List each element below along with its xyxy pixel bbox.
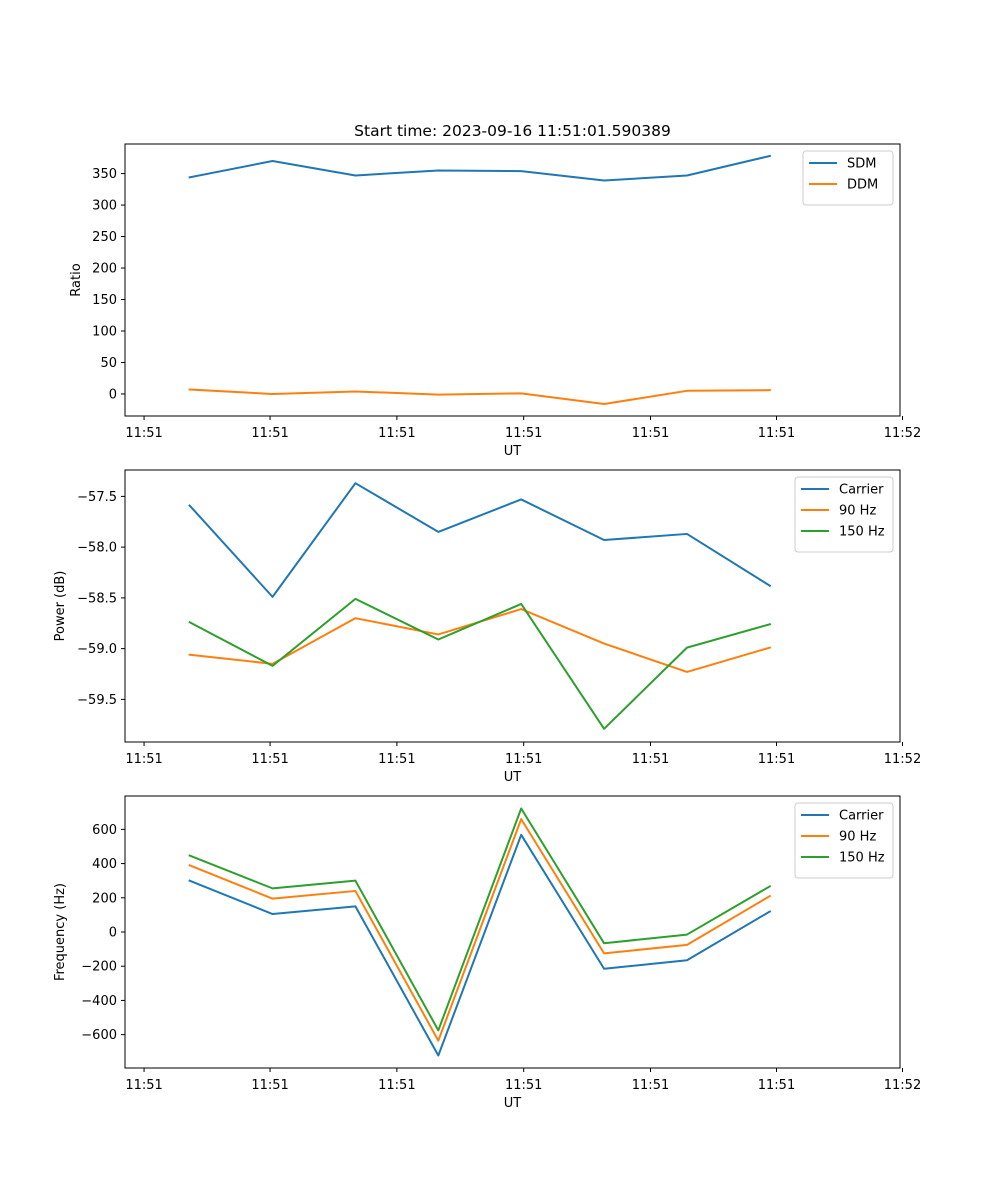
y-tick-label: −58.0 <box>77 541 117 556</box>
x-tick-label: 11:51 <box>251 426 288 441</box>
y-tick-label: 0 <box>109 926 117 941</box>
x-axis-label: UT <box>504 770 522 785</box>
y-tick-label: −200 <box>81 960 117 975</box>
x-tick-label: 11:51 <box>251 752 288 767</box>
y-tick-label: −400 <box>81 994 117 1009</box>
y-axis-label: Ratio <box>69 263 84 296</box>
y-axis-label: Power (dB) <box>53 571 68 642</box>
y-tick-label: 200 <box>92 262 117 277</box>
y-tick-label: 300 <box>92 199 117 214</box>
x-tick-label: 11:51 <box>505 426 542 441</box>
x-tick-label: 11:51 <box>758 426 795 441</box>
x-tick-label: 11:51 <box>632 1078 669 1093</box>
legend-frame <box>802 150 894 206</box>
legend-entry: 150 Hz <box>839 851 885 866</box>
chart-panel-2: 11:51 11:51 11:51 11:51 11:51 11:51 11:52 −57.5… <box>53 469 921 785</box>
chart-panel-3: 11:51 11:51 11:51 11:51 11:51 11:51 11:52 600 40… <box>53 795 921 1111</box>
y-tick-label: 250 <box>92 230 117 245</box>
axes-frame <box>124 469 901 743</box>
x-tick-label: 11:52 <box>884 752 921 767</box>
chart-panel-1: 11:51 11:51 11:51 11:51 11:51 11:51 11:52 0 50 10… <box>69 122 921 459</box>
x-tick-label: 11:51 <box>505 752 542 767</box>
y-tick-label: 100 <box>92 325 117 340</box>
axes-frame <box>124 143 901 417</box>
y-tick-label: −59.5 <box>77 693 117 708</box>
legend-entry: 90 Hz <box>839 830 876 845</box>
chart-title: Start time: 2023-09-16 11:51:01.590389 <box>354 122 671 140</box>
y-tick-label: −58.5 <box>77 591 117 606</box>
x-tick-label: 11:51 <box>125 426 162 441</box>
legend-entry: Carrier <box>839 483 884 498</box>
x-tick-label: 11:51 <box>632 426 669 441</box>
y-axis-label: Frequency (Hz) <box>53 883 68 981</box>
y-tick-label: 50 <box>100 356 117 371</box>
series-line-90-hz <box>188 818 772 1042</box>
legend: Carrier 90 Hz 150 Hz <box>794 476 894 553</box>
y-tick-label: 0 <box>109 387 117 402</box>
legend-frame <box>794 802 894 879</box>
x-tick-label: 11:51 <box>378 752 415 767</box>
y-tick-label: 350 <box>92 167 117 182</box>
x-tick-label: 11:51 <box>758 752 795 767</box>
x-tick-label: 11:51 <box>378 426 415 441</box>
y-tick-label: 200 <box>92 891 117 906</box>
x-tick-label: 11:51 <box>125 752 162 767</box>
y-tick-label: 600 <box>92 823 117 838</box>
legend: Carrier 90 Hz 150 Hz <box>794 802 894 879</box>
y-tick-label: −59.0 <box>77 642 117 657</box>
series-line-sdm <box>188 154 772 182</box>
x-tick-label: 11:51 <box>251 1078 288 1093</box>
y-tick-label: 150 <box>92 293 117 308</box>
x-tick-label: 11:52 <box>884 426 921 441</box>
series-line-150-hz <box>188 807 772 1032</box>
legend-frame <box>794 476 894 553</box>
panels: 11:51 11:51 11:51 11:51 11:51 11:51 11:52 0 50 10… <box>53 122 921 1111</box>
legend-entry: DDM <box>847 178 878 193</box>
series-line-carrier <box>188 833 772 1057</box>
y-tick-label: −57.5 <box>77 490 117 505</box>
x-tick-label: 11:52 <box>884 1078 921 1093</box>
x-tick-label: 11:51 <box>758 1078 795 1093</box>
x-tick-label: 11:51 <box>505 1078 542 1093</box>
x-axis-label: UT <box>504 444 522 459</box>
legend-entry: Carrier <box>839 809 884 824</box>
x-tick-label: 11:51 <box>632 752 669 767</box>
y-tick-label: 400 <box>92 857 117 872</box>
series-line-150-hz <box>188 597 772 730</box>
legend: SDM DDM <box>802 150 894 206</box>
y-tick-label: −600 <box>81 1028 117 1043</box>
legend-entry: SDM <box>847 157 876 172</box>
series-line-carrier <box>188 482 772 598</box>
x-axis-label: UT <box>504 1096 522 1111</box>
legend-entry: 150 Hz <box>839 525 885 540</box>
x-tick-label: 11:51 <box>125 1078 162 1093</box>
series-line-ddm <box>188 388 771 406</box>
x-tick-label: 11:51 <box>378 1078 415 1093</box>
legend-entry: 90 Hz <box>839 504 876 519</box>
